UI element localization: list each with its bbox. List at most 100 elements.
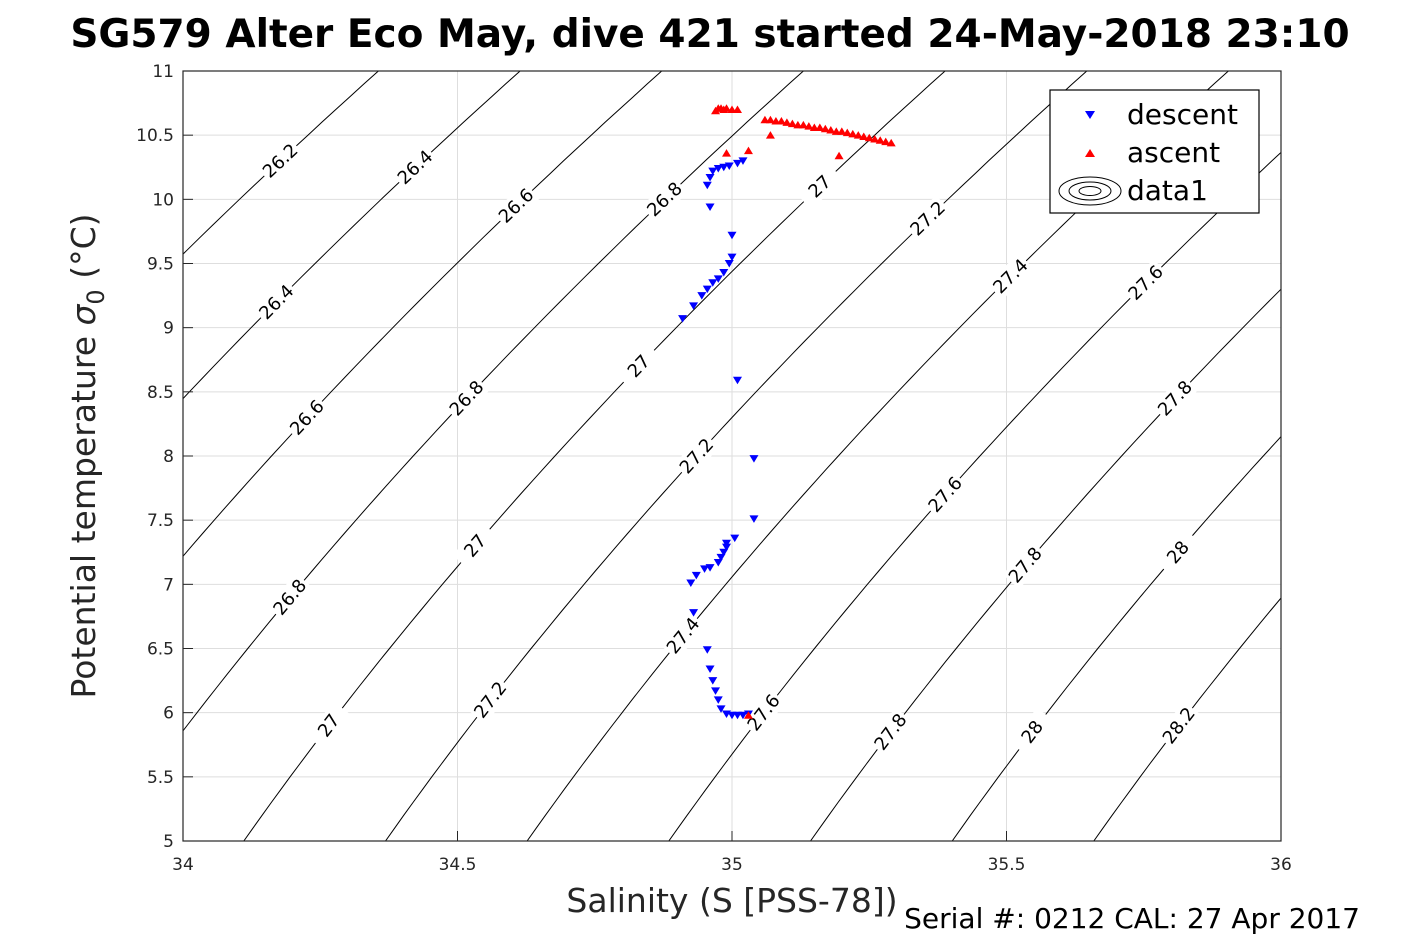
contour-label-bg [615,342,663,390]
descent-point [716,705,726,713]
descent-point [702,646,712,654]
ascent-point [782,118,792,126]
y-tick-label: 10 [152,190,174,210]
y-tick-label: 7 [163,575,174,595]
contour-label-bg [660,611,706,660]
contour-label-bg [1010,707,1055,757]
descent-point [749,455,759,463]
ascent-point [859,132,869,140]
x-tick-label: 35 [721,855,743,875]
descent-point [732,376,742,385]
x-tick-label: 35.5 [988,855,1026,875]
y-tick-label: 5.5 [147,768,174,788]
contour-label-bg [741,688,786,737]
descent-point [716,553,726,562]
descent-point [732,159,742,168]
descent-point [686,579,696,588]
descent-point [678,315,688,323]
descent-point [738,157,748,165]
ascent-point [834,151,844,160]
isopycnal-line [809,288,1281,841]
descent-point [708,279,718,287]
legend-data1-label: data1 [1127,174,1208,207]
descent-point [749,515,759,523]
y-tick-label: 9.5 [147,255,174,275]
contour-label-bg [868,707,913,757]
legend-ascent-marker [1085,149,1095,157]
x-tick-label: 36 [1270,855,1292,875]
ascent-point [722,104,732,112]
contour-label-bg [796,163,844,210]
legend-contour-icon [1058,176,1122,206]
descent-point [722,539,732,548]
ascent-point [815,123,825,131]
ascent-point [886,138,896,147]
descent-point [713,696,723,704]
legend-ascent-label: ascent [1127,136,1220,169]
y-tick-label: 6.5 [147,640,174,660]
data-series [678,104,896,720]
legend-box [1049,89,1260,214]
contour-label-bg [641,176,689,223]
contour-label-bg [391,144,439,191]
ascent-point [820,124,830,133]
contour-label-bg [306,701,351,750]
ascent-point [804,122,814,130]
x-axis-label: Salinity (S [PSS-78]) [566,881,897,920]
contour-label-bg [922,470,969,519]
ascent-point [776,117,786,125]
descent-point [722,710,732,718]
ascent-point [743,711,753,719]
contour-label-bg [267,573,313,622]
y-axis-label-main: Potential temperature [64,326,103,699]
descent-point [727,231,737,240]
contour-label-bg [1156,701,1202,750]
descent-point [713,165,723,173]
y-tick-label: 6 [163,704,174,724]
contour-label-bg [452,521,498,570]
descent-point [705,174,715,182]
isopycnal-line [243,71,946,841]
descent-point [713,559,723,567]
descent-point [700,565,710,573]
ascent-point [732,105,742,113]
descent-point [702,181,712,190]
descent-point [724,162,734,170]
descent-point [708,677,718,685]
grid [182,70,1282,842]
isopycnal-line [1093,597,1281,841]
x-tick-label: 34.5 [439,855,477,875]
ascent-point [765,131,775,139]
ascent-point [798,120,808,129]
descent-point [730,534,740,543]
y-axis-label-sigma: σ [64,304,103,326]
descent-point [689,302,699,310]
y-tick-label: 8 [163,447,174,467]
descent-point [727,711,737,720]
descent-point [719,163,729,172]
y-tick-label: 9 [163,319,174,339]
contour-label-bg [492,182,540,229]
contour-label-bg [673,432,720,480]
isopycnal-line [668,151,1281,841]
descent-point [719,268,729,277]
contour-label-bg [987,253,1034,300]
descent-point [713,275,723,283]
contour-label-bg [468,675,513,724]
legend-descent-label: descent [1127,98,1238,131]
y-tick-label: 7.5 [147,511,174,531]
ascent-point [837,127,847,135]
contour-label-bg [1002,541,1049,589]
contour-label-bg [1155,528,1201,577]
descent-point [702,285,712,294]
descent-point [705,665,715,674]
ascent-point [875,136,885,144]
contour-label-bg [443,374,490,422]
y-axis-label-subscript: 0 [82,289,110,304]
ascent-point [826,126,836,134]
contour-label-bg [253,278,300,326]
descent-point [708,167,718,176]
isopycnal-line [183,71,805,732]
contour-label-bg [283,393,331,442]
